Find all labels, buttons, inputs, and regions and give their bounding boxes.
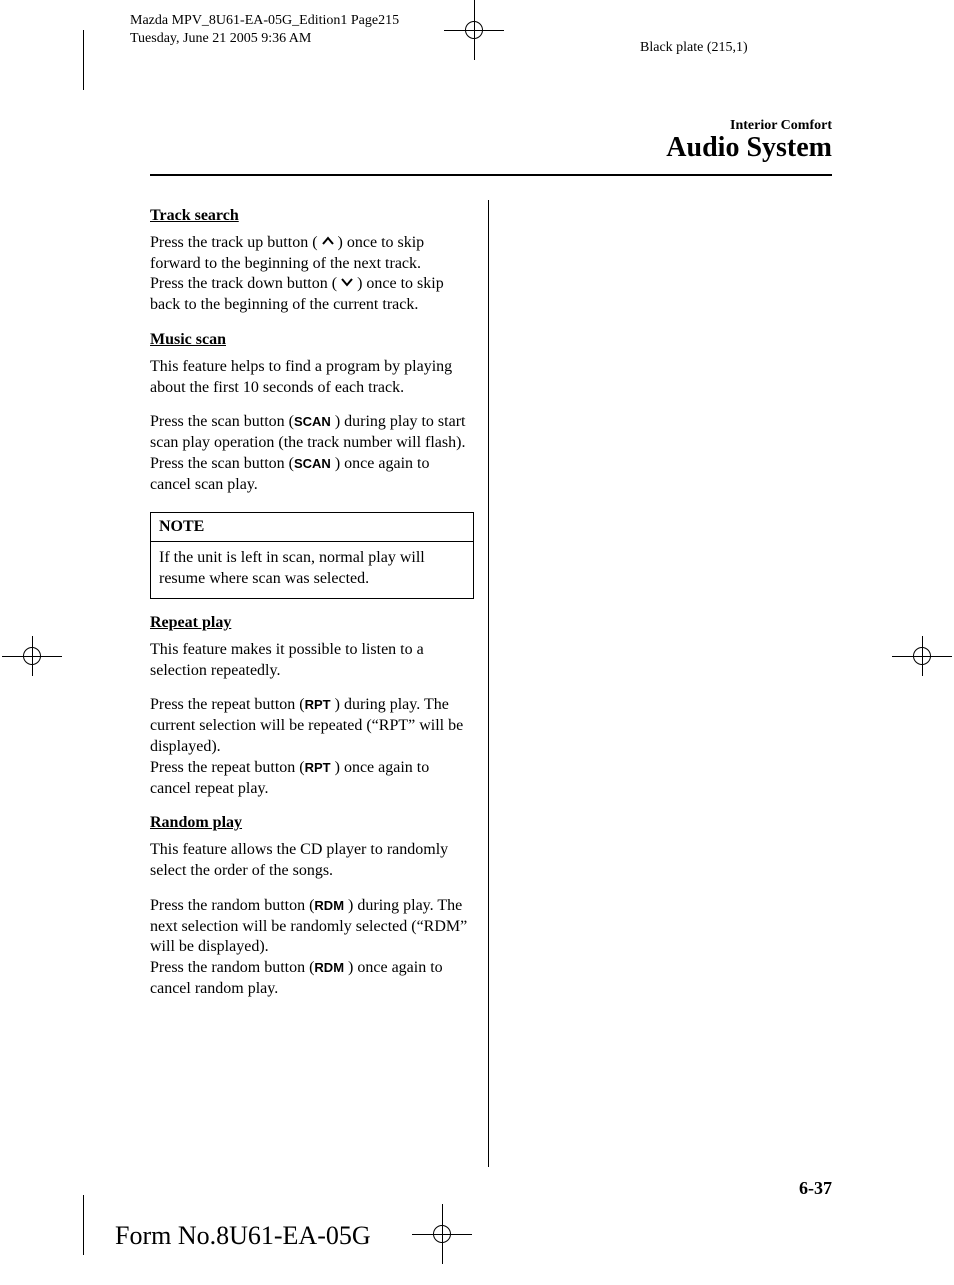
chevron-up-icon <box>322 232 334 242</box>
para-track-up: Press the track up button ( ) once to sk… <box>150 233 474 275</box>
para-scan-start: Press the scan button (SCAN ) during pla… <box>150 412 474 454</box>
rdm-button-label: RDM <box>314 898 344 913</box>
subhead-music-scan: Music scan <box>150 330 474 351</box>
para-scan-cancel: Press the scan button (SCAN ) once again… <box>150 454 474 496</box>
print-meta-line1: Mazda MPV_8U61-EA-05G_Edition1 Page215 <box>130 12 399 30</box>
rdm-button-label: RDM <box>314 960 344 975</box>
registration-mark-top <box>462 18 486 42</box>
black-plate-label: Black plate (215,1) <box>640 40 748 56</box>
registration-mark-left <box>20 644 44 668</box>
scan-button-label: SCAN <box>294 414 331 429</box>
trim-mark <box>83 1195 84 1255</box>
para-track-down: Press the track down button ( ) once to … <box>150 274 474 316</box>
para-random-cancel: Press the random button (RDM ) once agai… <box>150 958 474 1000</box>
column-right <box>489 200 827 1167</box>
note-body: If the unit is left in scan, normal play… <box>151 542 473 598</box>
subhead-track-search: Track search <box>150 206 474 227</box>
header-rule <box>150 174 832 176</box>
print-meta: Mazda MPV_8U61-EA-05G_Edition1 Page215 T… <box>130 12 399 47</box>
note-box: NOTE If the unit is left in scan, normal… <box>150 512 474 599</box>
section-header-big: Audio System <box>666 132 832 164</box>
form-number: Form No.8U61-EA-05G <box>115 1221 371 1251</box>
registration-mark-bottom <box>430 1222 454 1246</box>
rpt-button-label: RPT <box>305 697 331 712</box>
para-repeat-cancel: Press the repeat button (RPT ) once agai… <box>150 758 474 800</box>
print-meta-line2: Tuesday, June 21 2005 9:36 AM <box>130 30 399 48</box>
para-random-start: Press the random button (RDM ) during pl… <box>150 896 474 958</box>
para-repeat-intro: This feature makes it possible to listen… <box>150 640 474 682</box>
chevron-down-icon <box>341 273 353 283</box>
page-number: 6-37 <box>799 1178 832 1199</box>
note-title: NOTE <box>151 513 473 543</box>
scan-button-label: SCAN <box>294 456 331 471</box>
rpt-button-label: RPT <box>305 760 331 775</box>
para-scan-intro: This feature helps to find a program by … <box>150 357 474 399</box>
para-random-intro: This feature allows the CD player to ran… <box>150 840 474 882</box>
trim-mark <box>83 30 84 90</box>
registration-mark-right <box>910 644 934 668</box>
para-repeat-start: Press the repeat button (RPT ) during pl… <box>150 695 474 757</box>
subhead-random: Random play <box>150 813 474 834</box>
column-left: Track search Press the track up button (… <box>150 200 488 1167</box>
subhead-repeat: Repeat play <box>150 613 474 634</box>
content-columns: Track search Press the track up button (… <box>150 200 836 1167</box>
section-header: Interior Comfort Audio System <box>666 118 832 164</box>
